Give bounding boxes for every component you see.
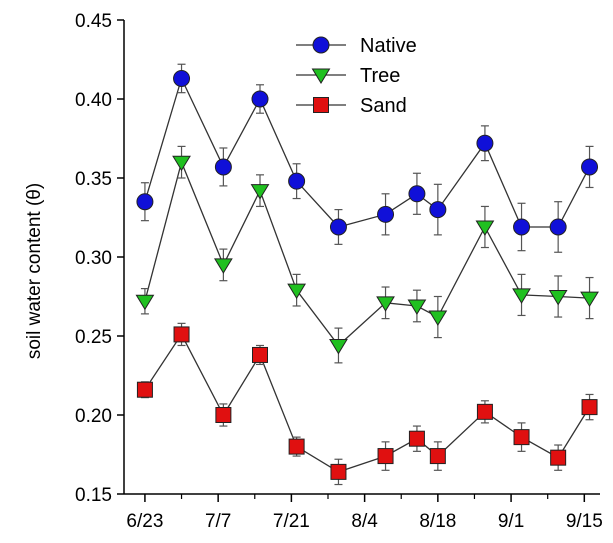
legend-item-native: Native	[296, 35, 417, 57]
series-sand	[136, 322, 598, 486]
data-point-native	[377, 205, 395, 223]
data-point-tree	[407, 299, 427, 315]
y-tick-label: 0.30	[75, 248, 112, 269]
data-point-native	[136, 193, 154, 211]
x-tick-label: 7/21	[273, 511, 310, 532]
data-point-tree	[428, 310, 448, 327]
data-point-sand	[581, 399, 598, 416]
legend-item-tree: Tree	[296, 65, 400, 87]
data-point-native	[408, 185, 426, 203]
data-point-sand	[215, 407, 232, 423]
data-point-sand	[136, 381, 153, 398]
data-point-sand	[476, 403, 493, 420]
x-tick-label: 9/15	[566, 511, 603, 532]
x-axis-ticks: 6/23 7/7 7/21 8/4 8/18 9/1 9/15	[126, 494, 603, 532]
y-tick-label: 0.45	[75, 11, 112, 32]
series-native	[136, 63, 599, 253]
data-point-sand	[429, 448, 446, 465]
series-layer	[135, 63, 599, 486]
data-point-sand	[288, 438, 305, 455]
data-point-sand	[550, 449, 567, 466]
x-tick-label: 8/18	[419, 511, 456, 532]
legend-marker-sand	[313, 97, 329, 113]
data-point-tree	[135, 294, 155, 311]
y-tick-label: 0.40	[75, 90, 112, 111]
data-point-native	[251, 90, 269, 108]
data-point-tree	[213, 258, 233, 274]
data-point-native	[581, 158, 599, 176]
data-point-native	[513, 218, 531, 236]
data-point-tree	[329, 338, 348, 355]
y-tick-label: 0.35	[75, 169, 112, 190]
series-line-tree	[144, 160, 590, 347]
data-point-tree	[287, 283, 307, 300]
y-tick-label: 0.25	[75, 327, 112, 348]
legend-label-native: Native	[360, 35, 417, 57]
x-tick-label: 9/1	[498, 511, 524, 532]
data-point-tree	[250, 184, 270, 200]
data-point-native	[549, 218, 567, 236]
data-point-tree	[548, 290, 568, 306]
x-tick-label: 8/4	[351, 511, 378, 532]
data-point-tree	[475, 220, 495, 236]
data-point-sand	[252, 346, 268, 363]
legend-marker-native	[312, 36, 330, 54]
x-tick-label: 7/7	[205, 511, 231, 532]
data-point-sand	[408, 430, 425, 447]
legend-item-sand: Sand	[296, 95, 407, 117]
data-point-sand	[173, 326, 190, 343]
axes	[123, 20, 600, 495]
legend-label-sand: Sand	[360, 95, 407, 117]
data-point-native	[476, 134, 494, 152]
x-tick-label: 6/23	[126, 511, 163, 532]
legend-marker-tree	[311, 68, 331, 84]
data-point-sand	[330, 463, 347, 480]
data-point-sand	[377, 448, 394, 465]
data-point-native	[329, 218, 347, 236]
data-point-sand	[513, 429, 530, 446]
data-point-native	[173, 69, 191, 87]
data-point-native	[429, 201, 447, 219]
y-tick-label: 0.20	[75, 406, 112, 427]
data-point-tree	[172, 155, 191, 172]
series-tree	[135, 145, 599, 364]
y-axis-ticks: 0.15 0.20 0.25 0.30 0.35 0.40 0.45	[75, 11, 124, 506]
data-point-native	[214, 158, 232, 176]
data-point-native	[288, 172, 306, 190]
legend-label-tree: Tree	[360, 65, 400, 87]
y-tick-label: 0.15	[75, 485, 112, 506]
data-point-tree	[376, 296, 395, 312]
legend: Native Tree Sand	[296, 35, 417, 117]
data-point-tree	[580, 291, 599, 308]
y-axis-label: soil water content (θ)	[24, 183, 45, 359]
data-point-tree	[512, 288, 531, 304]
